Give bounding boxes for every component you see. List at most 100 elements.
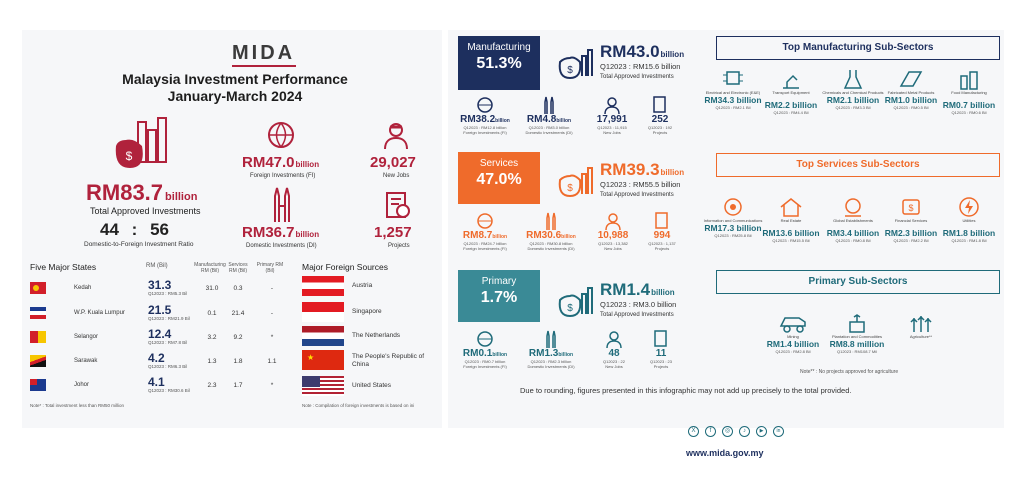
robot-arm-icon (777, 68, 805, 90)
state-rm: 4.2 (148, 351, 165, 365)
china-flag: ★ (302, 350, 344, 370)
document-icon (653, 212, 671, 230)
state-mfg: 31.0 (205, 285, 219, 292)
x-icon[interactable]: X (688, 426, 699, 437)
state-rm: 21.5 (148, 303, 172, 317)
mfg-projects: 252 Q12023 : 192 Projects (640, 96, 680, 135)
money-coins-icon: $ (897, 196, 925, 218)
source-usa: United States (302, 376, 430, 398)
services-pct: 47.0% (476, 171, 522, 188)
state-pri: * (270, 334, 274, 341)
source-name: United States (352, 382, 392, 389)
services-money-bag-icon: $ (556, 158, 596, 198)
sources-note: Note : Compilation of foreign investment… (302, 403, 415, 408)
website-link[interactable]: www.mida.gov.my (686, 448, 764, 458)
instagram-icon[interactable]: ◎ (722, 426, 733, 437)
services-name: Services (479, 158, 519, 169)
document-icon (651, 96, 669, 114)
col-pri: Primary RM (Bil) (256, 262, 284, 274)
pri-projects: 11 Q12023 : 23 Projects (640, 330, 682, 369)
source-china: ★ The People's Republic of China (302, 350, 430, 374)
svc-projects: 994 Q12023 : 1,137 Projects (642, 212, 682, 251)
flask-icon (839, 68, 867, 90)
primary-name: Primary (481, 276, 517, 287)
svg-text:$: $ (567, 303, 573, 314)
globe-money-icon (266, 120, 296, 150)
globe-icon (476, 96, 494, 114)
state-name: W.P. Kuala Lumpur (74, 310, 125, 316)
svg-text:$: $ (126, 149, 133, 163)
manufacturing-money-bag-icon: $ (556, 40, 596, 80)
state-pri: - (270, 285, 274, 292)
mfg-sub-ee: Electrical and Electronic (E&E) RM34.3 bi… (698, 68, 768, 110)
svg-text:$: $ (567, 65, 573, 76)
state-name: Johor (74, 382, 90, 388)
state-mfg: 0.1 (207, 310, 217, 317)
state-row-sarawak: Sarawak 4.2 Q12023 : RM6.3 Bil 1.3 1.8 1… (30, 351, 292, 377)
agriculture-icon (906, 312, 936, 334)
singapore-flag (302, 302, 344, 322)
facebook-icon[interactable]: f (705, 426, 716, 437)
di-value: RM36.7billion (242, 224, 320, 241)
social-icons: X f ◎ ♪ ▶ in (688, 426, 784, 437)
kedah-flag (30, 282, 46, 294)
state-mfg: 3.2 (207, 334, 217, 341)
towers-icon (542, 212, 560, 230)
col-svc: Services RM (Bil) (228, 262, 248, 274)
states-note: Note* : Total investment less than RM50 … (30, 403, 124, 408)
worker-icon (604, 212, 622, 230)
state-name: Sarawak (74, 358, 98, 364)
primary-label: Total Approved Investments (600, 312, 674, 318)
state-rm: 12.4 (148, 327, 172, 341)
state-row-selangor: Selangor 12.4 Q12023 : RM7.8 Bil 3.2 9.2… (30, 327, 292, 353)
state-rm: 4.1 (148, 375, 165, 389)
logo-underline (232, 65, 296, 67)
austria-flag (302, 276, 344, 296)
pri-sub-agriculture: Agriculture** (886, 312, 956, 339)
mida-logo: MIDA (232, 42, 296, 64)
col-rm: RM (Bil) (146, 263, 168, 269)
state-pri: - (270, 310, 274, 317)
fi-value: RM47.0billion (242, 154, 320, 171)
primary-sub-header: Primary Sub-Sectors (716, 270, 1000, 294)
linkedin-icon[interactable]: in (773, 426, 784, 437)
top-svc-header: Top Services Sub-Sectors (716, 153, 1000, 177)
youtube-icon[interactable]: ▶ (756, 426, 767, 437)
jobs-label: New Jobs (383, 173, 410, 179)
pri-di: RM1.3billion Q12023 : RM2.3 billion Domes… (520, 330, 582, 369)
state-name: Kedah (74, 285, 92, 291)
mfg-di: RM4.8billion Q12023 : RM3.0 billion Domes… (518, 96, 580, 135)
page-title: Malaysia Investment Performance January-… (120, 71, 350, 105)
states-title: Five Major States (30, 262, 97, 272)
right-panel (448, 30, 1004, 428)
state-svc: 1.7 (233, 382, 243, 389)
source-netherlands: The Netherlands (302, 326, 430, 348)
house-icon (777, 196, 805, 218)
state-q: Q12023 : RM30.6 Bil (148, 388, 190, 393)
projects-value: 1,257 (374, 224, 412, 241)
svc-sub-financial: $ Financial Services RM2.3 billion Q12023 … (876, 196, 946, 243)
state-q: Q12023 : RM7.8 Bil (148, 340, 188, 345)
state-rm: 31.3 (148, 278, 172, 292)
svc-jobs: 10,988 Q12023 : 13,382 New Jobs (590, 212, 636, 251)
chip-icon (719, 68, 747, 90)
tiktok-icon[interactable]: ♪ (739, 426, 750, 437)
manufacturing-name: Manufacturing (467, 42, 531, 53)
title-line-2: January-March 2024 (167, 88, 303, 104)
worker-icon (382, 120, 410, 150)
food-bottles-icon (955, 68, 983, 90)
svc-sub-utilities: Utilities RM1.8 billion Q12023 : RM1.8 Bil (934, 196, 1004, 243)
mfg-sub-chemicals: Chemicals and Chemical Products RM2.1 bil… (818, 68, 888, 110)
state-name: Selangor (74, 334, 99, 340)
state-mfg: 2.3 (207, 382, 217, 389)
worker-icon (605, 330, 623, 348)
usa-flag (302, 376, 344, 396)
lightning-icon (955, 196, 983, 218)
mfg-jobs: 17,991 Q12023 : 11,915 New Jobs (588, 96, 636, 135)
metal-beam-icon (897, 68, 925, 90)
svg-text:$: $ (908, 203, 913, 213)
network-icon (719, 196, 747, 218)
pri-sub-mining: Mining RM1.4 billion Q12023 : RM2.8 Bil (758, 312, 828, 354)
source-name: Austria (352, 282, 373, 289)
money-bag-city-icon: $ (110, 116, 172, 174)
